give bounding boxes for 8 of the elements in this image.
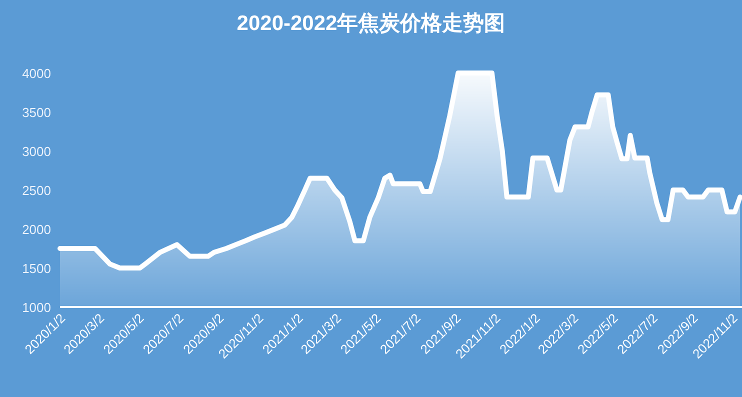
y-tick-label: 1000 [22,300,51,315]
y-tick-label: 3500 [22,105,51,120]
y-tick-label: 1500 [22,261,51,276]
title: 2020-2022年焦炭价格走势图 [236,12,506,35]
y-tick-label: 2000 [22,222,51,237]
y-tick-label: 3000 [22,144,51,159]
y-tick-label: 2500 [22,183,51,198]
y-tick-label: 4000 [22,66,51,81]
